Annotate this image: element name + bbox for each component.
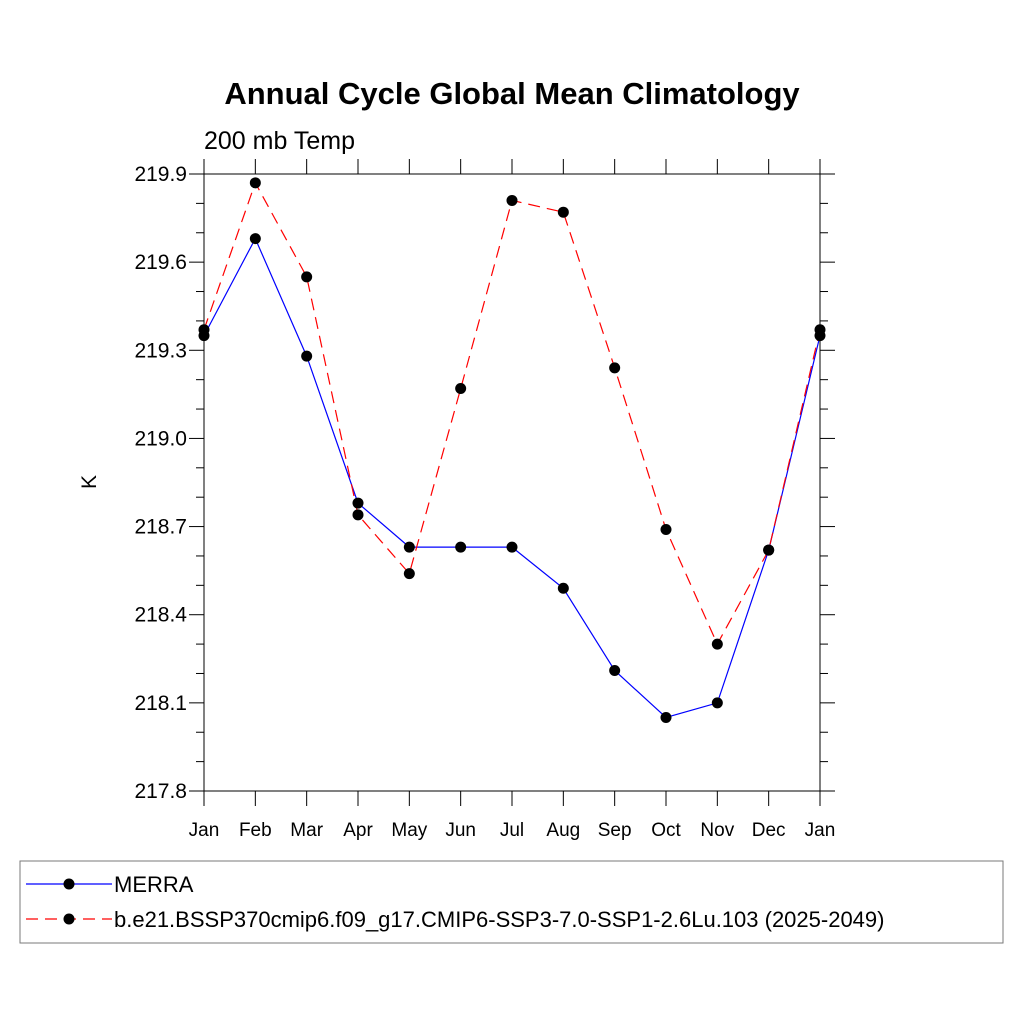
y-tick-label: 219.6 — [134, 251, 187, 274]
x-tick-label: Apr — [343, 820, 373, 841]
series-1-point — [198, 324, 210, 336]
y-tick-label: 219.0 — [134, 427, 187, 450]
x-tick-label: Mar — [290, 820, 323, 841]
series-0-point — [403, 541, 415, 553]
series-0-point — [506, 541, 518, 553]
legend-marker-0 — [63, 878, 75, 890]
chart-subtitle: 200 mb Temp — [204, 127, 355, 155]
series-0-point — [557, 582, 569, 594]
series-0-point — [301, 350, 313, 362]
y-tick-label: 217.8 — [134, 780, 187, 803]
series-0-point — [455, 541, 467, 553]
legend-box — [19, 860, 1004, 944]
series-1-point — [609, 362, 621, 374]
legend: MERRA b.e21.BSSP370cmip6.f09_g17.CMIP6-SS… — [19, 860, 1004, 944]
legend-marker-1 — [63, 913, 75, 925]
series-1-point — [352, 509, 364, 521]
x-tick-label: Aug — [546, 820, 580, 841]
y-tick-label: 218.4 — [134, 604, 187, 627]
x-tick-label: May — [391, 820, 427, 841]
series-1-point — [301, 271, 313, 283]
y-tick-label: 218.7 — [134, 516, 187, 539]
x-tick-label: Nov — [700, 820, 734, 841]
x-tick-label: Jan — [189, 820, 220, 841]
legend-label: MERRA — [114, 872, 194, 897]
series-0-point — [249, 233, 261, 245]
series-0-point — [660, 712, 672, 724]
y-tick-label: 218.1 — [134, 692, 187, 715]
y-tick-label: 219.3 — [134, 339, 187, 362]
series-1-point — [455, 382, 467, 394]
series-0-point — [711, 697, 723, 709]
x-tick-label: Jun — [445, 820, 476, 841]
series-0-point — [352, 497, 364, 509]
plot-frame — [203, 173, 821, 792]
series-line-1 — [203, 181, 821, 646]
series-1-point — [506, 194, 518, 206]
series-1-point — [763, 544, 775, 556]
plot-area: 219.9 219.6 219.3 219.0 218.7 218.4 218.1 217.8… — [134, 159, 835, 841]
x-tick-label: Jan — [805, 820, 836, 841]
series-1-point — [814, 324, 826, 336]
chart-title: Annual Cycle Global Mean Climatology — [224, 76, 800, 111]
series-1-point — [660, 524, 672, 536]
x-tick-label: Oct — [651, 820, 681, 841]
y-tick-label: 219.9 — [134, 163, 187, 186]
y-axis-label: K — [78, 475, 101, 489]
series-1-point — [249, 177, 261, 189]
series-0-point — [609, 665, 621, 677]
x-tick-label: Jul — [500, 820, 524, 841]
series-1-point — [557, 206, 569, 218]
x-tick-label: Dec — [752, 820, 786, 841]
series-1-point — [403, 568, 415, 580]
x-tick-label: Feb — [239, 820, 272, 841]
x-tick-label: Sep — [598, 820, 632, 841]
legend-label: b.e21.BSSP370cmip6.f09_g17.CMIP6-SSP3-7.… — [114, 907, 884, 932]
series-line-0 — [203, 237, 821, 719]
series-1-point — [711, 638, 723, 650]
